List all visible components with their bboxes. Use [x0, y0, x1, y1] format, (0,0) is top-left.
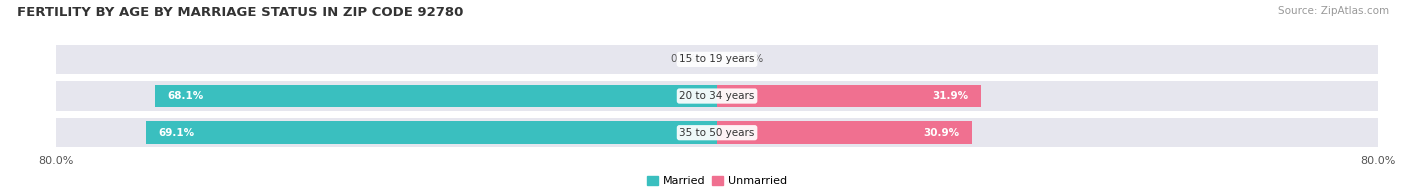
Text: 0.0%: 0.0%	[738, 54, 763, 64]
Bar	[56, 118, 1378, 147]
Text: 35 to 50 years: 35 to 50 years	[679, 128, 755, 138]
Bar	[155, 85, 717, 107]
Text: 20 to 34 years: 20 to 34 years	[679, 91, 755, 101]
Bar	[56, 81, 1378, 111]
Text: FERTILITY BY AGE BY MARRIAGE STATUS IN ZIP CODE 92780: FERTILITY BY AGE BY MARRIAGE STATUS IN Z…	[17, 6, 463, 19]
Text: 68.1%: 68.1%	[167, 91, 204, 101]
Bar	[146, 121, 717, 144]
Bar	[56, 45, 1378, 74]
Legend: Married, Unmarried: Married, Unmarried	[643, 171, 792, 191]
Text: 15 to 19 years: 15 to 19 years	[679, 54, 755, 64]
Bar	[717, 85, 980, 107]
Text: Source: ZipAtlas.com: Source: ZipAtlas.com	[1278, 6, 1389, 16]
Text: 30.9%: 30.9%	[924, 128, 960, 138]
Text: 31.9%: 31.9%	[932, 91, 969, 101]
Text: 0.0%: 0.0%	[671, 54, 696, 64]
Text: 69.1%: 69.1%	[159, 128, 195, 138]
Bar	[717, 121, 973, 144]
